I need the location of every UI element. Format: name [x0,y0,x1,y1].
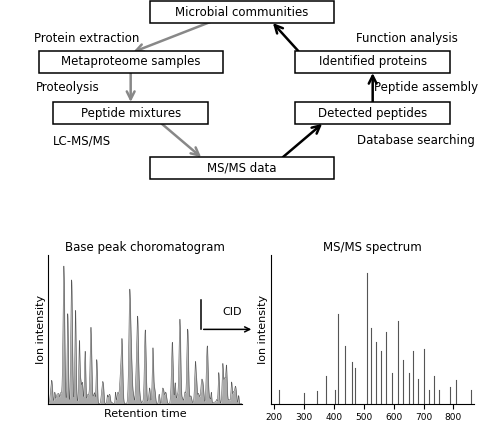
Y-axis label: Ion intensity: Ion intensity [258,295,268,364]
Text: Peptide mixtures: Peptide mixtures [80,107,181,120]
Text: CID: CID [223,306,242,317]
X-axis label: Retention time: Retention time [104,409,186,419]
Text: Microbial communities: Microbial communities [175,6,309,19]
FancyBboxPatch shape [53,102,208,125]
FancyBboxPatch shape [150,1,334,23]
FancyBboxPatch shape [39,51,223,73]
Text: Protein extraction: Protein extraction [34,32,140,45]
Text: Detected peptides: Detected peptides [318,107,427,120]
Text: Metaproteome samples: Metaproteome samples [61,55,200,68]
FancyBboxPatch shape [295,102,450,125]
Text: Function analysis: Function analysis [356,32,457,45]
Text: LC-MS/MS: LC-MS/MS [53,134,111,147]
FancyBboxPatch shape [295,51,450,73]
Text: MS/MS data: MS/MS data [207,161,277,174]
Text: Identified proteins: Identified proteins [318,55,427,68]
FancyBboxPatch shape [150,156,334,178]
Y-axis label: Ion intensity: Ion intensity [36,295,45,364]
Title: Base peak choromatogram: Base peak choromatogram [65,241,225,254]
Title: MS/MS spectrum: MS/MS spectrum [323,241,422,254]
Text: Database searching: Database searching [357,134,475,147]
Text: Peptide assembly: Peptide assembly [374,81,478,94]
Text: Proteolysis: Proteolysis [36,81,100,94]
